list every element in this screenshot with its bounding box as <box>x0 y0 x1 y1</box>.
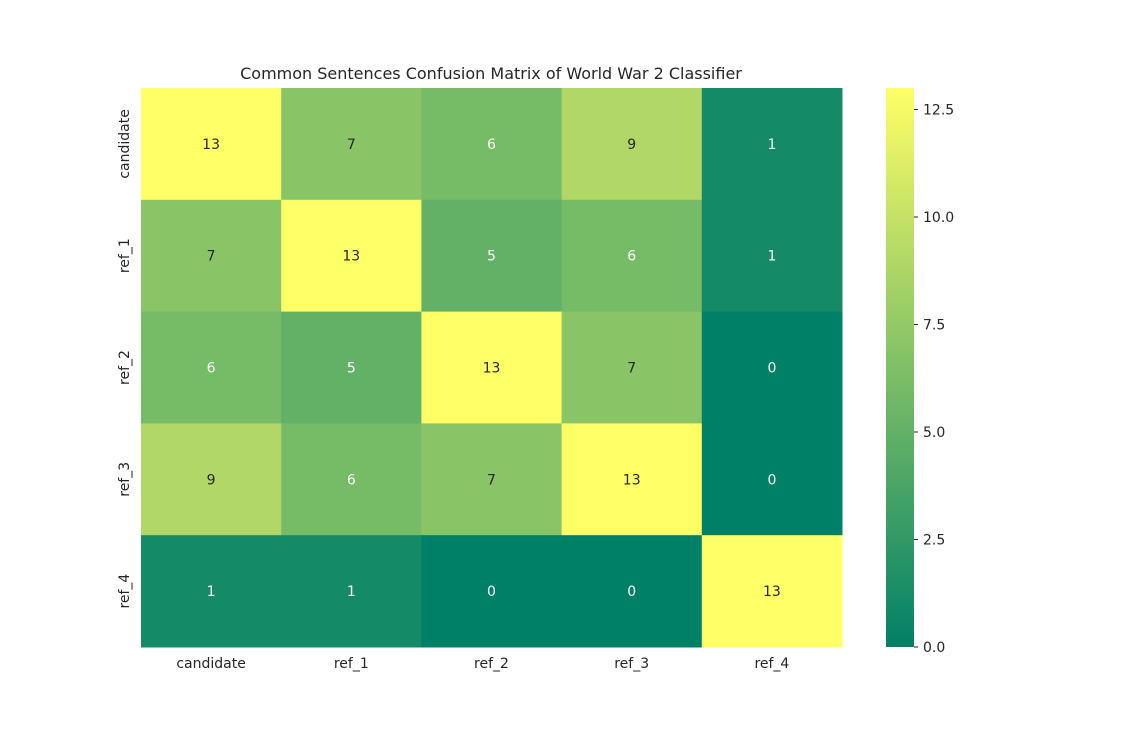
heatmap-cell <box>141 311 282 424</box>
x-tick-label: ref_3 <box>614 656 649 672</box>
heatmap-cells: 13 7 6 9 1 7 13 5 6 1 6 5 13 7 0 9 6 7 13 0 1 1 0 0 13 <box>141 88 843 648</box>
y-tick-label: ref_3 <box>117 462 133 497</box>
heatmap-cell <box>421 423 563 536</box>
heatmap-cell <box>561 311 703 424</box>
heatmap-cell <box>701 311 843 424</box>
heatmap-cell <box>421 535 563 648</box>
colorbar <box>886 88 914 647</box>
cell-value-label: 6 <box>207 361 216 377</box>
heatmap-cell <box>701 535 843 648</box>
heatmap-cell <box>561 535 703 648</box>
cell-value-label: 13 <box>483 361 501 377</box>
heatmap-cell <box>141 88 282 201</box>
cell-value-label: 7 <box>627 361 636 377</box>
cell-value-label: 5 <box>347 361 356 377</box>
cell-value-label: 13 <box>623 472 641 488</box>
colorbar-tick-label: 12.5 <box>923 103 954 119</box>
cell-value-label: 7 <box>487 472 496 488</box>
cell-value-label: 6 <box>627 249 636 265</box>
cell-value-label: 9 <box>627 137 636 153</box>
colorbar-tick-label: 2.5 <box>923 533 945 549</box>
x-tick-label: ref_2 <box>474 656 509 672</box>
heatmap-cell <box>281 423 422 536</box>
cell-value-label: 0 <box>627 584 636 600</box>
heatmap-cell <box>701 199 843 313</box>
x-tick-label: ref_1 <box>334 656 369 672</box>
cell-value-label: 0 <box>767 361 776 377</box>
cell-value-label: 1 <box>207 584 216 600</box>
heatmap-cell <box>281 88 422 201</box>
heatmap-cell <box>561 199 703 313</box>
cell-value-label: 0 <box>767 472 776 488</box>
cell-value-label: 1 <box>347 584 356 600</box>
colorbar-tick-label: 10.0 <box>923 210 954 226</box>
heatmap-cell <box>421 311 563 424</box>
cell-value-label: 6 <box>487 137 496 153</box>
heatmap-cell <box>281 199 422 313</box>
cell-value-label: 13 <box>342 249 360 265</box>
heatmap-cell <box>701 423 843 536</box>
cell-value-label: 1 <box>767 137 776 153</box>
heatmap-cell <box>141 423 282 536</box>
cell-value-label: 1 <box>767 249 776 265</box>
cell-value-label: 7 <box>347 137 356 153</box>
heatmap-cell <box>141 535 282 648</box>
x-axis-tick-labels: candidate ref_1 ref_2 ref_3 ref_4 <box>176 656 789 672</box>
cell-value-label: 5 <box>487 249 496 265</box>
y-tick-label: candidate <box>117 109 133 179</box>
cell-value-label: 13 <box>763 584 781 600</box>
cell-value-label: 6 <box>347 472 356 488</box>
y-axis-tick-labels: candidate ref_1 ref_2 ref_3 ref_4 <box>117 109 133 608</box>
heatmap-cell <box>141 199 282 313</box>
colorbar-tick-label: 0.0 <box>923 640 945 656</box>
heatmap-cell <box>561 88 703 201</box>
heatmap-cell <box>421 199 563 313</box>
colorbar-tick-label: 7.5 <box>923 318 945 334</box>
x-tick-label: ref_4 <box>754 656 789 672</box>
x-tick-label: candidate <box>176 656 246 672</box>
y-tick-label: ref_4 <box>117 574 133 609</box>
cell-value-label: 0 <box>487 584 496 600</box>
cell-value-label: 7 <box>207 249 216 265</box>
heatmap-cell <box>421 88 563 201</box>
y-tick-label: ref_1 <box>117 238 133 273</box>
heatmap-cell <box>701 88 843 201</box>
heatmap-cell <box>281 535 422 648</box>
colorbar-ticks: 0.0 2.5 5.0 7.5 10.0 12.5 <box>914 103 954 656</box>
y-tick-label: ref_2 <box>117 350 133 385</box>
cell-value-label: 13 <box>202 137 220 153</box>
heatmap-cell <box>281 311 422 424</box>
heatmap-cell <box>561 423 703 536</box>
chart-title: Common Sentences Confusion Matrix of Wor… <box>240 64 742 83</box>
colorbar-tick-label: 5.0 <box>923 425 945 441</box>
cell-value-label: 9 <box>207 472 216 488</box>
